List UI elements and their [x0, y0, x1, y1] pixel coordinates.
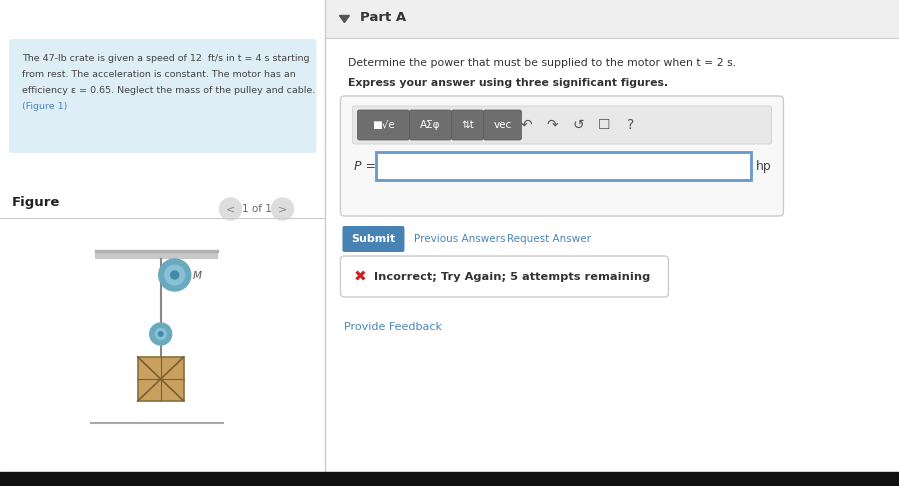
- FancyBboxPatch shape: [341, 96, 783, 216]
- Text: efficiency ε = 0.65. Neglect the mass of the pulley and cable.: efficiency ε = 0.65. Neglect the mass of…: [22, 86, 316, 95]
- FancyBboxPatch shape: [343, 226, 405, 252]
- Text: >: >: [278, 204, 287, 214]
- Text: Incorrect; Try Again; 5 attempts remaining: Incorrect; Try Again; 5 attempts remaini…: [375, 272, 651, 281]
- Text: ↺: ↺: [573, 118, 584, 132]
- Text: ↶: ↶: [521, 118, 532, 132]
- Text: ■√e: ■√e: [372, 120, 395, 130]
- Circle shape: [165, 265, 184, 285]
- FancyBboxPatch shape: [341, 256, 669, 297]
- Text: Previous Answers: Previous Answers: [414, 234, 506, 244]
- Polygon shape: [340, 16, 350, 22]
- Circle shape: [271, 198, 293, 220]
- FancyBboxPatch shape: [484, 110, 521, 140]
- Text: 1 of 1: 1 of 1: [242, 204, 271, 214]
- Circle shape: [158, 332, 163, 336]
- Text: M: M: [192, 271, 201, 281]
- Text: Figure: Figure: [12, 196, 60, 209]
- Text: ↷: ↷: [547, 118, 558, 132]
- Text: hp: hp: [756, 159, 771, 173]
- FancyBboxPatch shape: [358, 110, 409, 140]
- Text: Express your answer using three significant figures.: Express your answer using three signific…: [349, 78, 669, 88]
- Circle shape: [156, 329, 166, 340]
- Text: Determine the power that must be supplied to the motor when t = 2 s.: Determine the power that must be supplie…: [349, 58, 736, 68]
- Text: ✖: ✖: [354, 269, 367, 284]
- FancyBboxPatch shape: [138, 357, 183, 401]
- FancyBboxPatch shape: [326, 38, 899, 472]
- FancyBboxPatch shape: [326, 0, 899, 38]
- FancyBboxPatch shape: [0, 0, 325, 486]
- Text: vec: vec: [494, 120, 512, 130]
- FancyBboxPatch shape: [409, 110, 451, 140]
- Circle shape: [219, 198, 242, 220]
- FancyBboxPatch shape: [377, 152, 752, 180]
- Text: (Figure 1): (Figure 1): [22, 102, 67, 111]
- FancyBboxPatch shape: [9, 39, 316, 153]
- Text: Request Answer: Request Answer: [507, 234, 592, 244]
- FancyBboxPatch shape: [352, 106, 771, 144]
- Text: Provide Feedback: Provide Feedback: [344, 322, 442, 332]
- Circle shape: [171, 271, 179, 279]
- Circle shape: [159, 259, 191, 291]
- Text: P =: P =: [354, 159, 377, 173]
- Text: ☐: ☐: [598, 118, 610, 132]
- Text: ?: ?: [627, 118, 634, 132]
- FancyBboxPatch shape: [451, 110, 484, 140]
- Text: from rest. The acceleration is constant. The motor has an: from rest. The acceleration is constant.…: [22, 70, 296, 79]
- Text: <: <: [226, 204, 235, 214]
- Circle shape: [150, 323, 172, 345]
- Text: AΣφ: AΣφ: [420, 120, 441, 130]
- Text: Part A: Part A: [360, 11, 406, 24]
- Text: The 47-lb crate is given a speed of 12  ft/s in t = 4 s starting: The 47-lb crate is given a speed of 12 f…: [22, 54, 309, 63]
- Text: ⇅t: ⇅t: [461, 120, 474, 130]
- Text: Submit: Submit: [352, 234, 396, 244]
- FancyBboxPatch shape: [94, 250, 218, 259]
